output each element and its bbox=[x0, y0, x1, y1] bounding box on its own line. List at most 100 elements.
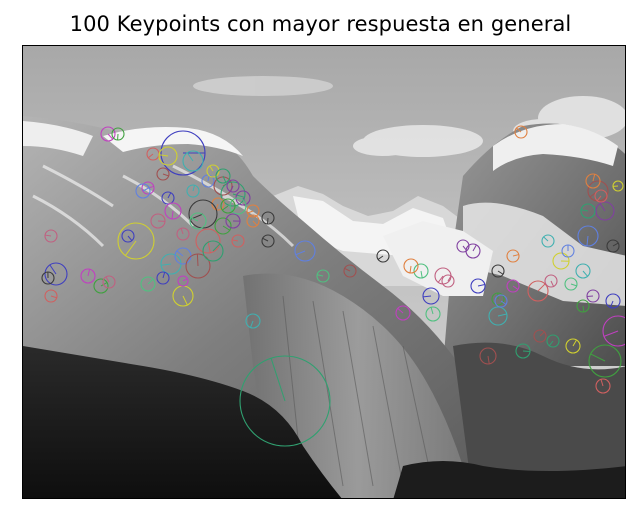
keypoint-orientation bbox=[543, 236, 549, 242]
dome-snowfield bbox=[463, 202, 625, 306]
keypoint-orientation bbox=[252, 220, 258, 226]
keypoint-orientation bbox=[537, 283, 546, 292]
keypoint-orientation bbox=[147, 278, 154, 285]
keypoint-circle bbox=[121, 229, 135, 243]
keypoint-orientation bbox=[266, 217, 269, 225]
keypoint-circle bbox=[261, 234, 275, 248]
keypoint-circle bbox=[479, 347, 497, 365]
keypoint-circle bbox=[541, 234, 555, 248]
keypoint-circle bbox=[395, 305, 411, 321]
keypoint-orientation bbox=[422, 295, 432, 298]
keypoint-orientation bbox=[148, 153, 154, 159]
keypoint-circle bbox=[229, 197, 247, 215]
keypoint-circle bbox=[44, 229, 58, 243]
keypoint-orientation bbox=[539, 331, 545, 337]
keypoint-circle bbox=[176, 227, 190, 241]
keypoint-orientation bbox=[232, 193, 245, 198]
keypoint-orientation bbox=[222, 225, 231, 231]
keypoint-orientation bbox=[182, 295, 188, 306]
keypoint-orientation bbox=[105, 276, 110, 283]
keypoint-orientation bbox=[44, 234, 52, 237]
keypoint-circle bbox=[80, 268, 96, 284]
keypoint-circle bbox=[189, 212, 207, 230]
keypoint-circle bbox=[158, 146, 178, 166]
valley-snow bbox=[383, 221, 493, 296]
keypoint-circle bbox=[488, 306, 508, 326]
keypoint-circle bbox=[606, 239, 620, 253]
keypoint-orientation bbox=[612, 242, 619, 247]
keypoint-orientation bbox=[100, 282, 108, 287]
keypoint-orientation bbox=[586, 295, 594, 298]
foreground-shadow bbox=[23, 346, 342, 498]
keypoint-circle bbox=[576, 299, 590, 313]
keypoint-orientation bbox=[230, 185, 234, 192]
foreground-trees bbox=[393, 461, 625, 498]
keypoint-orientation bbox=[262, 237, 269, 242]
keypoint-orientation bbox=[582, 305, 585, 313]
keypoint-orientation bbox=[590, 353, 606, 362]
keypoint-orientation bbox=[159, 154, 169, 157]
keypoint-orientation bbox=[222, 175, 227, 183]
keypoint-orientation bbox=[447, 275, 452, 282]
keypoint-circle bbox=[544, 274, 558, 288]
keypoint-circle bbox=[100, 126, 116, 142]
keypoint-orientation bbox=[497, 313, 507, 317]
keypoint-orientation bbox=[477, 284, 485, 287]
keypoint-circle bbox=[376, 249, 390, 263]
keypoint-circle bbox=[177, 275, 189, 287]
keypoint-circle bbox=[156, 167, 170, 181]
keypoint-circle bbox=[422, 287, 440, 305]
keypoint-orientation bbox=[596, 195, 602, 201]
figure-title: 100 Keypoints con mayor respuesta en gen… bbox=[69, 12, 572, 36]
keypoint-circle bbox=[202, 240, 224, 262]
keypoint-orientation bbox=[127, 235, 133, 241]
keypoint-circle bbox=[506, 249, 520, 263]
keypoint-orientation bbox=[516, 127, 522, 133]
keypoint-circle bbox=[206, 164, 220, 178]
keypoint-circle bbox=[580, 203, 596, 219]
keypoint-circle bbox=[577, 225, 599, 247]
keypoint-circle bbox=[564, 277, 578, 291]
keypoint-circle bbox=[164, 202, 182, 220]
keypoint-circle bbox=[403, 258, 419, 274]
keypoint-orientation bbox=[162, 272, 166, 279]
keypoint-circle bbox=[231, 234, 245, 248]
keypoint-orientation bbox=[437, 275, 444, 283]
keypoint-circle bbox=[220, 181, 246, 207]
keypoint-orientation bbox=[162, 173, 169, 177]
keypoint-circle bbox=[245, 313, 261, 329]
keypoint-orientation bbox=[570, 283, 577, 287]
keypoint-circle bbox=[246, 204, 260, 218]
keypoint-orientation bbox=[250, 320, 254, 328]
keypoint-orientation bbox=[377, 255, 384, 260]
keypoint-orientation bbox=[232, 239, 239, 242]
keypoint-circle bbox=[533, 329, 547, 343]
keypoint-orientation bbox=[592, 174, 596, 182]
keypoint-orientation bbox=[497, 270, 504, 275]
keypoint-circle bbox=[546, 334, 560, 348]
keypoint-orientation bbox=[171, 210, 174, 220]
keypoint-circle bbox=[343, 264, 357, 278]
half-dome-snow bbox=[493, 124, 618, 171]
keypoint-circle bbox=[527, 280, 549, 302]
keypoint-circle bbox=[188, 199, 218, 229]
landscape-image bbox=[23, 46, 625, 498]
image-axes bbox=[22, 45, 626, 499]
keypoint-circle bbox=[595, 201, 615, 221]
keypoint-circle bbox=[261, 211, 275, 225]
keypoint-orientation bbox=[192, 185, 196, 192]
keypoint-circle bbox=[239, 355, 331, 447]
keypoint-orientation bbox=[87, 269, 91, 277]
clouds bbox=[193, 76, 625, 157]
keypoint-orientation bbox=[196, 253, 199, 267]
keypoint-circle bbox=[44, 262, 68, 286]
keypoint-circle bbox=[182, 150, 204, 172]
keypoint-orientation bbox=[409, 265, 412, 274]
keypoint-orientation bbox=[167, 192, 172, 199]
keypoint-circle bbox=[117, 222, 155, 260]
keypoint-circle bbox=[514, 125, 528, 139]
keypoint-orientation bbox=[550, 280, 554, 287]
left-edge-snow bbox=[23, 121, 93, 156]
keypoint-orientation bbox=[344, 268, 351, 272]
keypoint-orientation bbox=[512, 285, 519, 290]
